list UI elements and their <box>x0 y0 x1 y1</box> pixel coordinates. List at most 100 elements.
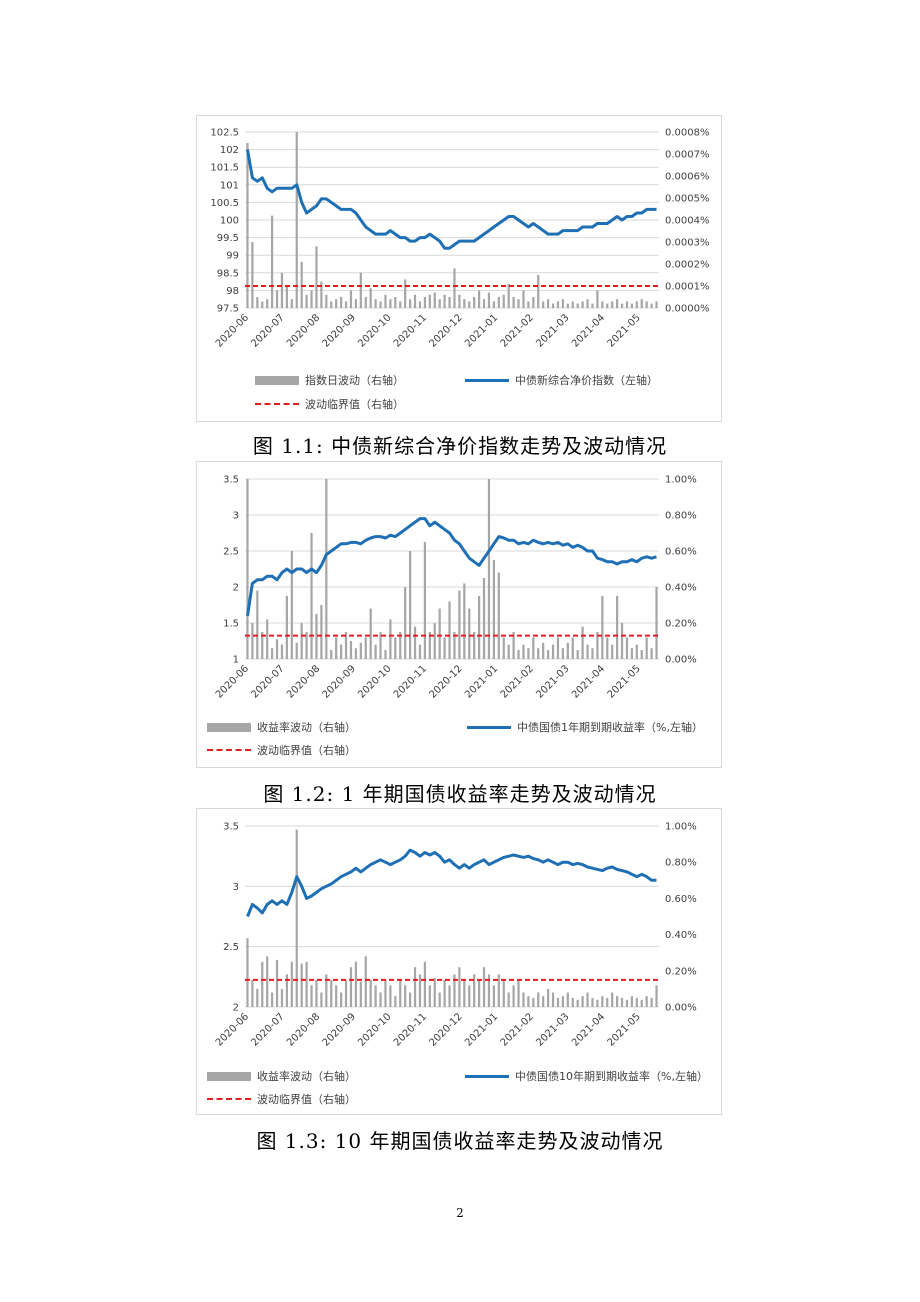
volatility-bar <box>561 996 565 1007</box>
x-tick-label: 2020-07 <box>249 312 286 349</box>
volatility-bar <box>635 997 638 1007</box>
left-tick-label: 3 <box>233 882 239 893</box>
volatility-bar <box>551 303 555 308</box>
legend-threshold-swatch <box>255 403 299 405</box>
volatility-bar <box>266 619 269 659</box>
x-tick-label: 2021-03 <box>534 663 571 700</box>
left-tick-label: 99 <box>226 251 239 262</box>
x-tick-label: 2020-07 <box>249 663 286 700</box>
volatility-bar <box>566 303 569 308</box>
volatility-bar <box>335 985 338 1007</box>
volatility-bar <box>443 637 446 659</box>
right-tick-label: 0.0005% <box>665 194 710 205</box>
volatility-bar <box>315 614 318 659</box>
left-tick-label: 2 <box>233 583 239 594</box>
right-tick-label: 0.0000% <box>665 304 710 315</box>
volatility-bar <box>606 997 609 1007</box>
x-tick-label: 2020-12 <box>427 663 464 700</box>
volatility-bar <box>280 272 284 308</box>
volatility-bar <box>477 596 481 659</box>
volatility-bar <box>394 637 397 659</box>
volatility-bar <box>256 988 259 1007</box>
legend-bar-swatch <box>255 375 299 385</box>
volatility-bar <box>423 297 427 308</box>
legend-line-swatch <box>465 378 509 382</box>
left-tick-label: 100.5 <box>210 198 239 209</box>
legend-threshold-swatch <box>207 749 251 751</box>
x-tick-label: 2020-12 <box>427 1011 464 1048</box>
volatility-bar <box>251 242 254 308</box>
volatility-bar <box>320 281 323 308</box>
volatility-bar <box>389 985 392 1007</box>
legend-threshold: 波动临界值（右轴） <box>255 396 404 412</box>
legend-bar-swatch <box>207 722 251 732</box>
right-tick-label: 0.00% <box>665 1003 697 1014</box>
left-tick-label: 102 <box>220 145 239 156</box>
volatility-bar <box>418 301 422 308</box>
x-tick-label: 2021-04 <box>570 312 607 349</box>
x-tick-label: 2021-04 <box>570 1011 607 1048</box>
volatility-bar <box>344 632 348 659</box>
volatility-bar <box>295 642 298 659</box>
volatility-bar <box>379 632 382 659</box>
right-tick-label: 0.40% <box>665 583 697 594</box>
x-tick-label: 2020-11 <box>392 663 429 700</box>
volatility-bar <box>399 301 402 308</box>
x-tick-label: 2021-02 <box>499 1011 536 1048</box>
volatility-bar <box>576 999 579 1007</box>
x-tick-label: 2020-08 <box>285 312 322 349</box>
volatility-bar <box>487 292 491 308</box>
legend-bar: 指数日波动（右轴） <box>255 372 404 388</box>
volatility-bar <box>325 479 328 659</box>
volatility-bar <box>630 648 634 659</box>
chart-2: 1 1.5 2 2.5 3 3.5 0.00% 0.20% 0.40% 0.60% 0.80% 1.0… <box>196 461 722 768</box>
right-tick-label: 0.80% <box>665 511 697 522</box>
volatility-bar <box>522 644 525 659</box>
volatility-bar <box>300 261 303 308</box>
left-tick-label: 1 <box>233 655 239 666</box>
volatility-bar <box>354 299 358 308</box>
volatility-bar <box>571 997 574 1007</box>
volatility-bar <box>275 639 279 659</box>
volatility-bar <box>546 650 550 659</box>
volatility-bar <box>339 297 343 308</box>
volatility-bar <box>556 301 560 308</box>
chart-1: 97.5 98 98.5 99 99.5 100 100.5 101 101.5 102 102.5… <box>196 115 722 422</box>
right-tick-label: 0.0001% <box>665 282 710 293</box>
volatility-bar <box>394 297 397 308</box>
caption-3: 图 1.3: 10 年期国债收益率走势及波动情况 <box>256 1129 664 1153</box>
volatility-bar <box>290 961 293 1007</box>
x-tick-label: 2021-01 <box>463 663 500 700</box>
volatility-bar <box>453 974 456 1007</box>
x-tick-label: 2020-09 <box>321 1011 358 1048</box>
volatility-bar <box>310 533 313 659</box>
chart-1-plot: 97.5 98 98.5 99 99.5 100 100.5 101 101.5 102 102.5… <box>210 128 710 350</box>
volatility-bar <box>275 290 279 308</box>
volatility-bar <box>364 956 367 1007</box>
volatility-bar <box>507 283 510 308</box>
volatility-bar <box>256 297 259 308</box>
volatility-bar <box>527 301 530 308</box>
volatility-bar <box>438 299 441 308</box>
volatility-bar <box>290 551 293 659</box>
volatility-bar <box>438 992 441 1007</box>
volatility-bar <box>477 290 481 308</box>
volatility-bar <box>251 979 254 1007</box>
volatility-bar <box>468 301 471 308</box>
x-tick-label: 2021-02 <box>499 312 536 349</box>
x-tick-label: 2021-03 <box>534 312 571 349</box>
left-tick-label: 97.5 <box>217 304 239 315</box>
volatility-bar <box>384 650 387 659</box>
volatility-bar <box>364 637 367 659</box>
volatility-bar <box>502 637 505 659</box>
volatility-bar <box>404 587 407 659</box>
x-tick-label: 2020-10 <box>356 312 393 349</box>
volatility-bar <box>344 301 348 308</box>
volatility-bar <box>290 299 293 308</box>
right-tick-label: 0.00% <box>665 655 697 666</box>
volatility-bar <box>295 132 298 308</box>
volatility-bar <box>335 637 338 659</box>
volatility-bar <box>433 623 436 659</box>
volatility-bar <box>650 997 653 1007</box>
volatility-bar <box>517 979 520 1007</box>
